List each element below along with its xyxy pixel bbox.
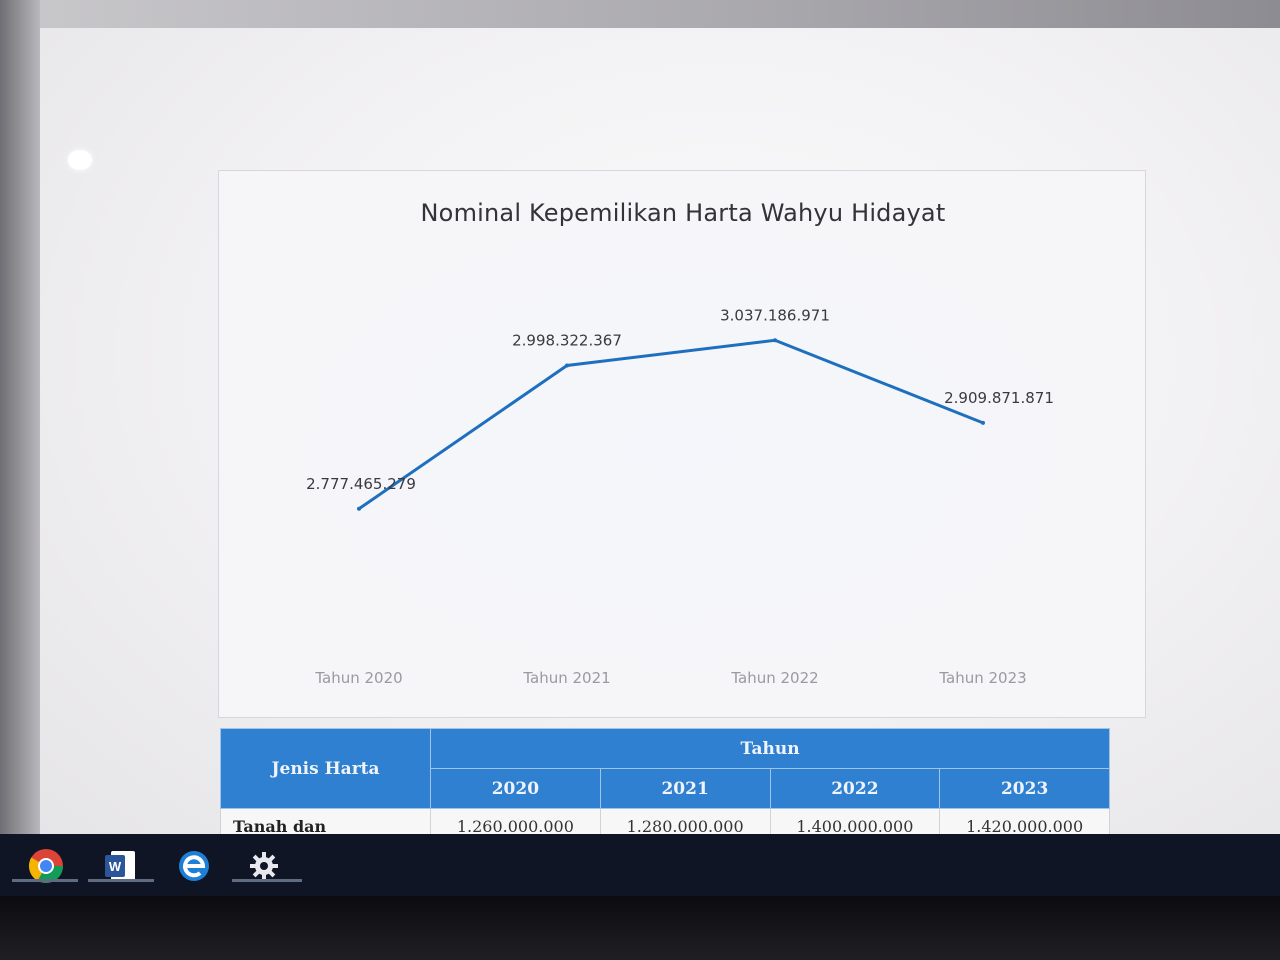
chrome-icon[interactable] — [12, 846, 78, 886]
chart-title: Nominal Kepemilikan Harta Wahyu Hidayat — [420, 199, 946, 227]
x-tick-label: Tahun 2020 — [314, 669, 402, 687]
monitor-bezel-bottom — [0, 896, 1280, 960]
header-year-2022: 2022 — [769, 768, 941, 809]
screen-glare — [68, 150, 92, 170]
settings-icon[interactable] — [232, 846, 302, 886]
series-line — [358, 338, 984, 510]
line-chart[interactable]: Nominal Kepemilikan Harta Wahyu Hidayat … — [218, 170, 1146, 718]
data-point — [773, 338, 777, 343]
header-year-2023: 2023 — [939, 768, 1110, 809]
x-tick-label: Tahun 2022 — [730, 669, 818, 687]
data-point — [565, 363, 569, 368]
monitor-bezel-left — [0, 0, 40, 960]
chart-plot-area: 2.777.465.279 Tahun 2020 2.998.322.367 Tahu… — [306, 306, 1054, 687]
data-point — [981, 420, 985, 425]
x-tick-label: Tahun 2021 — [522, 669, 610, 687]
data-label: 2.909.871.871 — [944, 389, 1054, 407]
svg-text:W: W — [109, 859, 122, 874]
monitor-bezel-top — [0, 0, 1280, 28]
taskbar: W — [0, 834, 1280, 896]
data-label: 3.037.186.971 — [720, 306, 830, 324]
edge-icon[interactable] — [174, 846, 214, 886]
header-tahun: Tahun — [430, 728, 1110, 769]
x-tick-label: Tahun 2023 — [938, 669, 1026, 687]
word-icon[interactable]: W — [88, 846, 154, 886]
asset-table[interactable]: Jenis Harta Tahun 2020 2021 2022 2023 Ta… — [220, 728, 1110, 845]
data-label: 2.998.322.367 — [512, 331, 622, 349]
header-year-2020: 2020 — [430, 768, 601, 809]
data-label: 2.777.465.279 — [306, 475, 416, 493]
data-point — [357, 506, 361, 511]
header-year-2021: 2021 — [599, 768, 771, 809]
header-jenis-harta: Jenis Harta — [220, 728, 431, 809]
